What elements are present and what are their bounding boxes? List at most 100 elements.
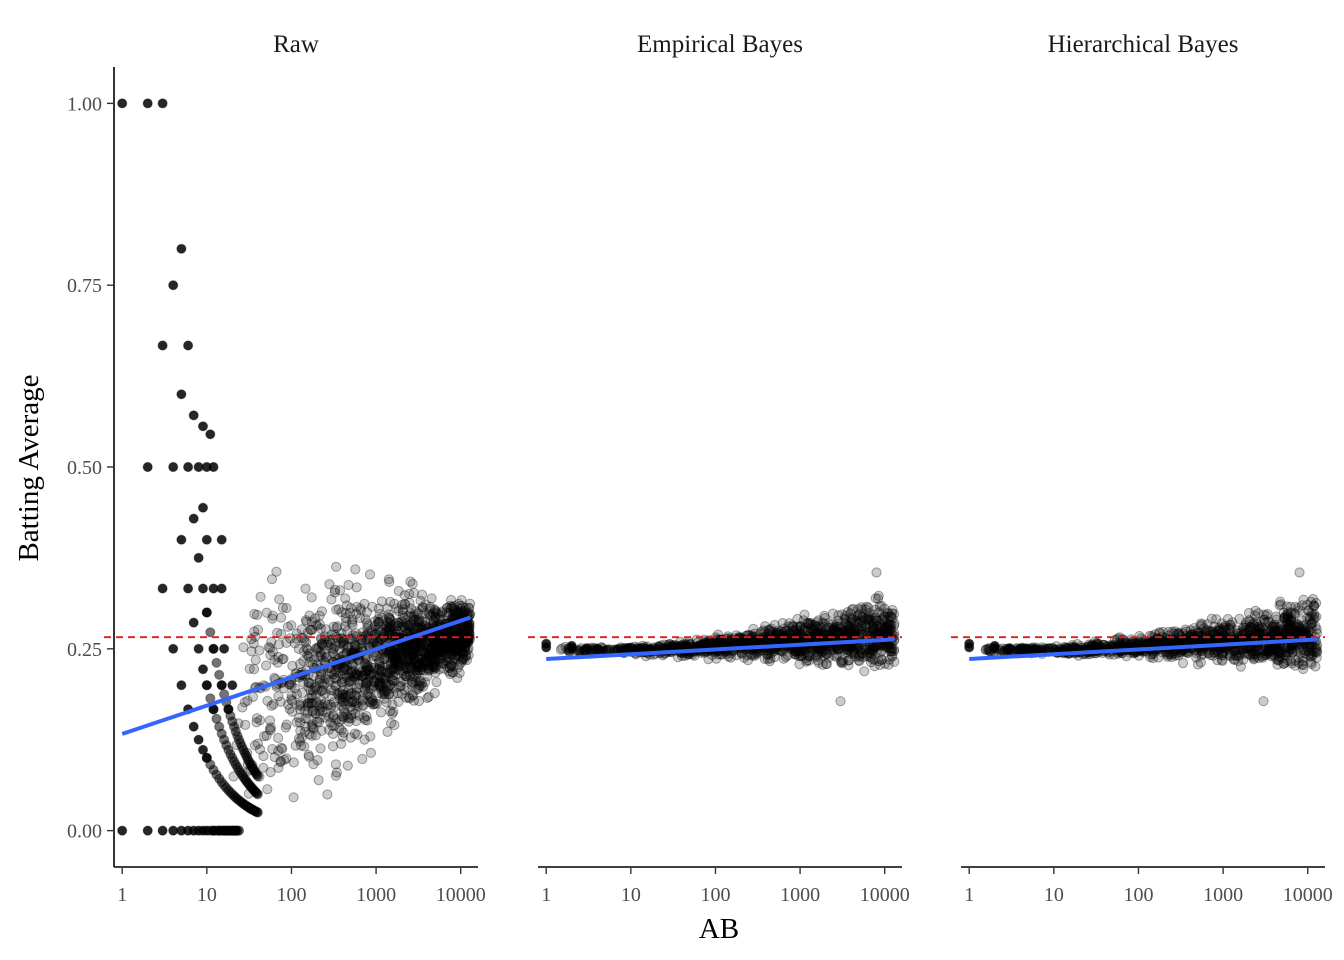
data-point <box>989 640 1000 652</box>
data-point <box>168 461 179 473</box>
data-point <box>312 755 323 766</box>
data-point <box>421 637 432 649</box>
data-point <box>383 612 395 623</box>
data-point <box>397 665 408 676</box>
data-point <box>276 612 287 623</box>
data-point <box>310 613 321 624</box>
data-point <box>385 659 397 670</box>
data-point <box>330 673 341 684</box>
data-point <box>216 534 227 545</box>
data-point <box>302 627 313 638</box>
data-point <box>374 661 385 672</box>
data-point <box>382 660 393 671</box>
data-point <box>359 734 370 745</box>
data-point <box>360 666 371 677</box>
data-point <box>188 513 199 524</box>
data-point <box>355 667 366 678</box>
data-point <box>349 728 360 739</box>
data-point <box>450 624 461 635</box>
data-point <box>315 633 326 644</box>
data-point <box>258 750 269 762</box>
data-point <box>783 621 794 632</box>
data-point <box>361 630 372 641</box>
x-tick-label: 10 <box>621 884 641 906</box>
data-point <box>296 624 307 635</box>
data-point <box>252 624 264 635</box>
data-point <box>337 731 348 742</box>
data-point <box>413 618 424 629</box>
data-point <box>1307 649 1318 660</box>
data-point <box>303 714 314 725</box>
data-point <box>286 680 297 691</box>
data-point <box>1275 596 1286 607</box>
data-point <box>383 683 394 695</box>
data-point <box>361 661 372 672</box>
data-point <box>307 624 318 635</box>
data-point <box>1148 652 1159 664</box>
data-point <box>427 648 439 659</box>
data-point <box>456 626 467 638</box>
data-point <box>1209 634 1220 645</box>
data-point <box>339 669 350 680</box>
data-point <box>395 680 406 692</box>
data-point <box>871 567 882 578</box>
data-point <box>262 695 273 707</box>
data-point <box>205 627 216 638</box>
data-point <box>351 608 362 620</box>
data-point <box>433 613 444 624</box>
data-point <box>384 646 395 658</box>
data-point <box>413 681 424 693</box>
data-point <box>403 642 415 653</box>
data-point <box>316 650 327 661</box>
data-point <box>252 738 263 749</box>
data-point <box>383 689 395 700</box>
data-point <box>452 624 463 636</box>
data-point <box>428 660 439 671</box>
data-point <box>1306 608 1317 619</box>
data-point <box>1297 653 1308 664</box>
data-point <box>389 676 400 687</box>
data-point <box>1287 621 1298 633</box>
data-point <box>357 690 368 701</box>
data-point <box>395 676 406 688</box>
data-point <box>456 605 467 617</box>
data-point <box>382 726 393 738</box>
data-point <box>1134 631 1145 642</box>
data-point <box>365 668 376 679</box>
data-point <box>411 670 422 682</box>
data-point <box>423 651 434 662</box>
data-point <box>431 677 442 688</box>
y-tick-label: 0.75 <box>67 275 102 297</box>
data-point <box>338 712 349 723</box>
data-point <box>859 666 870 677</box>
data-point <box>429 604 440 615</box>
data-point <box>407 578 418 590</box>
data-point <box>351 582 362 593</box>
data-point <box>349 640 360 651</box>
data-point <box>416 664 427 675</box>
data-point <box>1214 625 1225 636</box>
data-point <box>320 712 331 723</box>
data-point <box>197 421 209 432</box>
data-point <box>338 691 349 703</box>
data-point <box>298 646 309 657</box>
data-point <box>431 643 442 654</box>
data-point <box>1253 621 1264 633</box>
data-point <box>464 598 476 609</box>
data-point <box>201 607 212 618</box>
data-point <box>442 646 453 657</box>
data-point <box>407 639 418 650</box>
data-point <box>250 654 261 666</box>
x-tick-label: 100 <box>700 884 730 906</box>
data-point <box>439 663 450 674</box>
data-point <box>263 642 274 653</box>
data-point <box>387 628 398 639</box>
data-point <box>352 729 363 740</box>
data-point <box>300 713 311 724</box>
data-point <box>464 628 475 639</box>
data-point <box>426 654 437 665</box>
data-point <box>351 715 362 727</box>
data-point <box>427 654 438 665</box>
data-point <box>389 719 400 731</box>
